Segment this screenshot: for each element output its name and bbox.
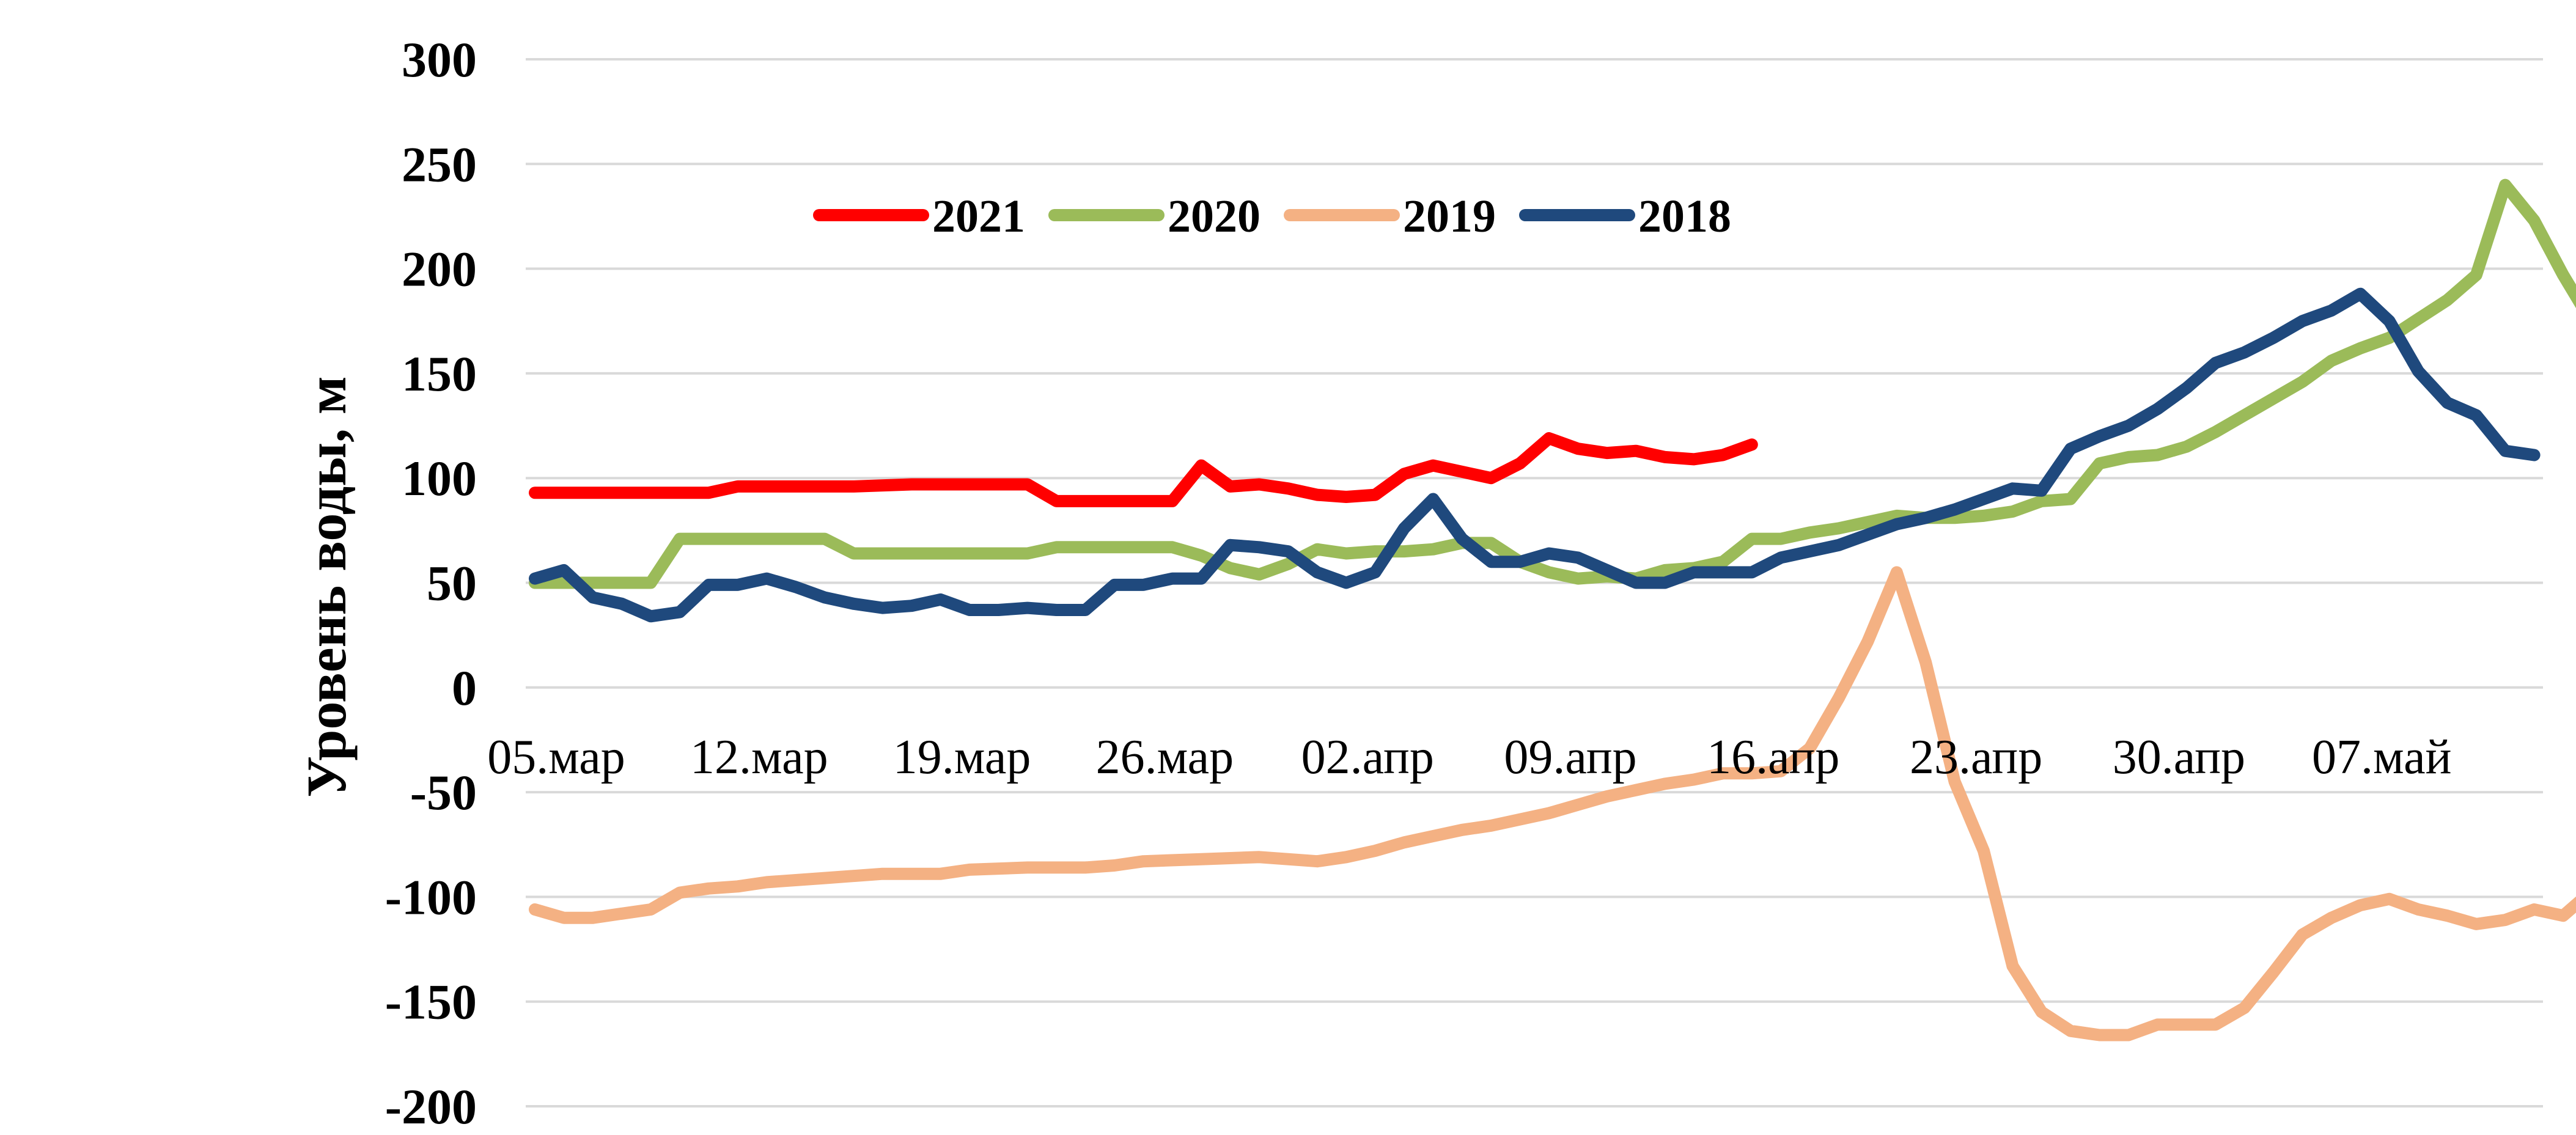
x-tick-label: 07.май [2312, 730, 2451, 784]
x-tick-label: 09.апр [1504, 730, 1636, 784]
legend-label-2019: 2019 [1403, 191, 1496, 242]
x-tick-label: 26.мар [1096, 730, 1234, 784]
y-tick-label: -50 [410, 765, 477, 820]
legend-label-2020: 2020 [1168, 191, 1260, 242]
y-axis-tick-labels: 300 250 200 150 100 50 0 -50 -100 -150 -200 [385, 32, 477, 1134]
legend-label-2018: 2018 [1638, 191, 1731, 242]
legend-label-2021: 2021 [932, 191, 1025, 242]
y-tick-label: -100 [385, 869, 477, 925]
x-tick-label: 16.апр [1707, 730, 1839, 784]
series-line-2020 [529, 178, 2576, 589]
series-line-2018 [529, 287, 2541, 623]
x-tick-label: 19.мар [893, 730, 1031, 784]
y-tick-label: 300 [402, 32, 477, 87]
y-tick-label: -150 [385, 974, 477, 1030]
y-tick-label: 250 [402, 136, 477, 192]
x-tick-label: 30.апр [2113, 730, 2245, 784]
x-tick-label: 05.мар [487, 730, 625, 784]
y-axis-label: Уровень воды, м [295, 376, 358, 797]
series-line-2021 [529, 432, 1758, 507]
x-tick-label: 23.апр [1910, 730, 2042, 784]
series-line-2019 [529, 566, 2576, 1041]
y-tick-label: 100 [402, 450, 477, 506]
y-tick-label: 50 [427, 556, 477, 611]
y-tick-label: 0 [452, 660, 477, 716]
y-tick-label: 200 [402, 241, 477, 297]
y-tick-label: 150 [402, 346, 477, 402]
series-lines [529, 178, 2576, 1041]
x-tick-label: 12.мар [690, 730, 828, 784]
gridlines [526, 58, 2543, 1107]
x-tick-label: 02.апр [1301, 730, 1434, 784]
x-axis-tick-labels: 05.мар 12.мар 19.мар 26.мар 02.апр 09.апр 16.а… [487, 730, 2451, 784]
legend: 2021 2020 2019 2018 [813, 191, 1731, 242]
y-tick-label: -200 [385, 1079, 477, 1134]
